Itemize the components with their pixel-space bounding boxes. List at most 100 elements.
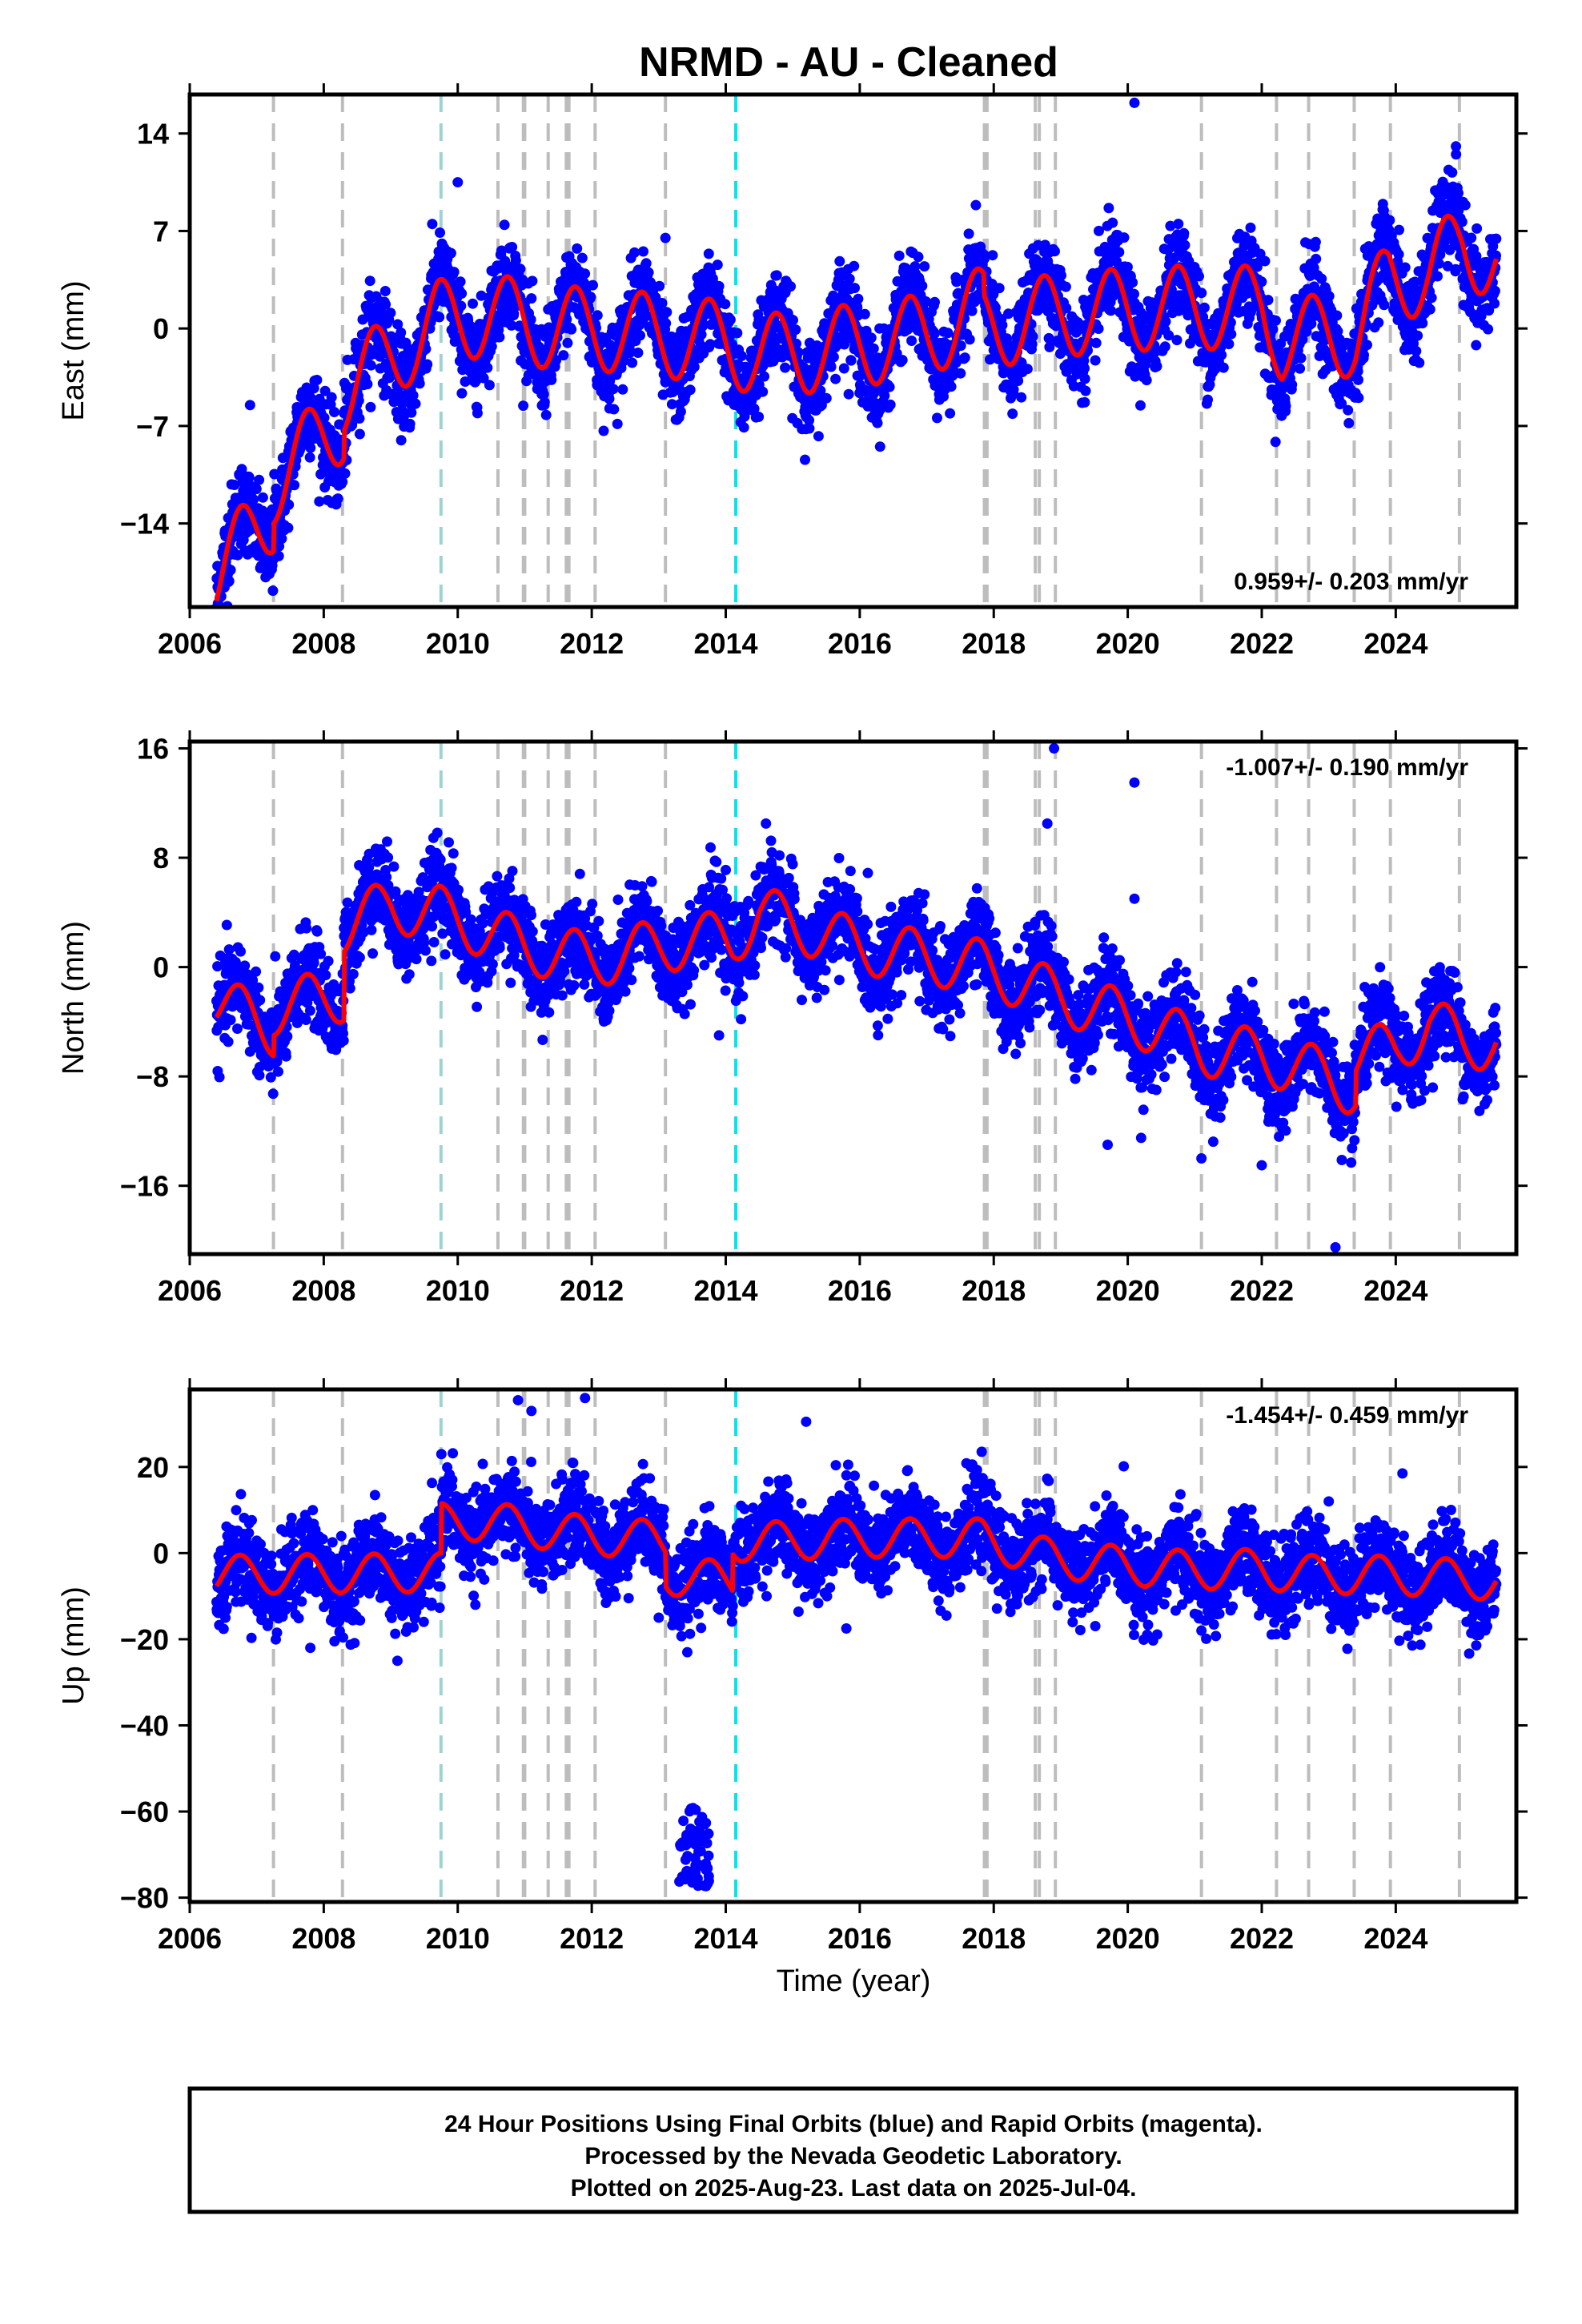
- east-y-tick-label: −7: [136, 410, 169, 443]
- east-data-point: [813, 431, 824, 442]
- east-data-point: [269, 468, 280, 480]
- east-data-point: [385, 308, 396, 319]
- east-data-point: [897, 355, 908, 366]
- east-data-point: [1394, 224, 1404, 235]
- north-data-point: [235, 946, 246, 957]
- east-data-point: [1194, 271, 1204, 282]
- east-data-point: [379, 286, 391, 296]
- east-y-tick-label: 0: [153, 312, 169, 345]
- east-data-point: [656, 298, 668, 308]
- east-data-point: [404, 418, 416, 429]
- east-data-point: [1310, 236, 1321, 247]
- east-panel: 2006 2008 2010 2012 2014 2016 2018 2020 2022 2024…: [57, 83, 1528, 660]
- east-data-point: [1267, 324, 1279, 335]
- north-data-point: [323, 955, 334, 967]
- east-data-point: [332, 493, 343, 505]
- east-data-point: [1466, 232, 1477, 243]
- east-data-point: [1056, 270, 1066, 281]
- east-data-point: [872, 417, 883, 428]
- east-data-point: [540, 409, 552, 420]
- north-data-point: [354, 952, 365, 963]
- east-data-point: [1079, 396, 1090, 408]
- north-plot-area: [211, 742, 1502, 1254]
- east-data-point: [1127, 277, 1138, 288]
- north-data-point: [301, 923, 312, 934]
- east-data-point: [703, 248, 714, 259]
- east-data-point: [753, 412, 765, 422]
- east-data-point: [1379, 300, 1390, 311]
- east-data-point: [632, 348, 644, 358]
- north-data-point: [223, 1036, 234, 1047]
- east-data-point: [225, 565, 236, 576]
- east-data-point: [868, 343, 879, 354]
- east-x-tick-label: 2022: [1230, 627, 1294, 660]
- east-data-point: [804, 423, 815, 434]
- east-data-point: [919, 261, 930, 272]
- north-panel: 2006 2008 2010 2012 2014 2016 2018 2020 2022 2024…: [57, 730, 1528, 1307]
- east-data-point: [283, 499, 295, 510]
- east-data-point: [1280, 400, 1291, 412]
- east-data-point: [515, 263, 526, 275]
- east-data-point: [499, 219, 510, 231]
- east-data-point: [1226, 328, 1237, 340]
- north-data-point: [214, 1072, 225, 1083]
- east-data-point: [510, 255, 521, 266]
- east-data-point: [396, 435, 407, 446]
- east-data-point: [472, 408, 483, 419]
- east-data-point: [849, 260, 860, 271]
- east-data-point: [304, 452, 315, 463]
- east-data-point: [1359, 349, 1369, 360]
- east-data-point: [598, 425, 609, 436]
- east-data-point: [906, 336, 917, 346]
- east-data-point: [362, 379, 373, 390]
- east-data-point: [1295, 352, 1307, 364]
- east-data-point: [305, 442, 316, 453]
- east-data-point: [558, 350, 569, 361]
- east-data-point: [478, 372, 489, 384]
- east-data-point: [1106, 305, 1116, 316]
- east-data-point: [326, 392, 337, 403]
- east-data-point: [1007, 408, 1018, 420]
- east-data-point: [1103, 203, 1114, 214]
- east-data-point: [580, 268, 591, 279]
- east-data-point: [1118, 232, 1130, 243]
- east-data-point: [1323, 291, 1335, 302]
- east-data-point: [339, 468, 351, 479]
- east-data-point: [229, 480, 240, 490]
- east-data-point: [1270, 436, 1281, 448]
- east-data-point: [1259, 255, 1271, 267]
- north-data-point: [338, 1035, 349, 1046]
- east-plot-area: [211, 94, 1502, 607]
- east-data-point: [1447, 167, 1458, 178]
- east-data-point: [314, 496, 325, 507]
- east-data-point: [484, 380, 495, 391]
- east-data-point: [273, 550, 284, 561]
- north-data-point: [347, 968, 359, 979]
- east-data-point: [1203, 394, 1213, 405]
- east-data-point: [1417, 318, 1428, 329]
- east-data-point: [845, 355, 857, 366]
- east-data-point: [853, 293, 864, 304]
- east-data-point: [243, 472, 255, 483]
- east-data-point: [635, 330, 645, 341]
- east-data-point: [654, 280, 665, 292]
- east-data-point: [825, 361, 837, 372]
- east-data-point: [1453, 187, 1464, 199]
- east-data-point: [1090, 355, 1101, 366]
- east-data-point: [592, 310, 603, 321]
- east-data-point: [885, 399, 896, 410]
- east-data-point: [434, 312, 445, 323]
- north-data-point: [253, 982, 264, 993]
- east-data-point: [251, 484, 262, 495]
- east-data-point: [661, 307, 673, 318]
- east-data-point: [913, 251, 924, 263]
- east-data-point: [1414, 357, 1425, 368]
- east-data-point: [1218, 362, 1229, 373]
- east-data-point: [1013, 376, 1024, 386]
- east-data-point: [1179, 239, 1191, 251]
- east-data-point: [408, 390, 419, 401]
- east-data-point: [319, 412, 330, 424]
- east-data-point: [435, 227, 445, 238]
- east-data-point: [608, 404, 620, 415]
